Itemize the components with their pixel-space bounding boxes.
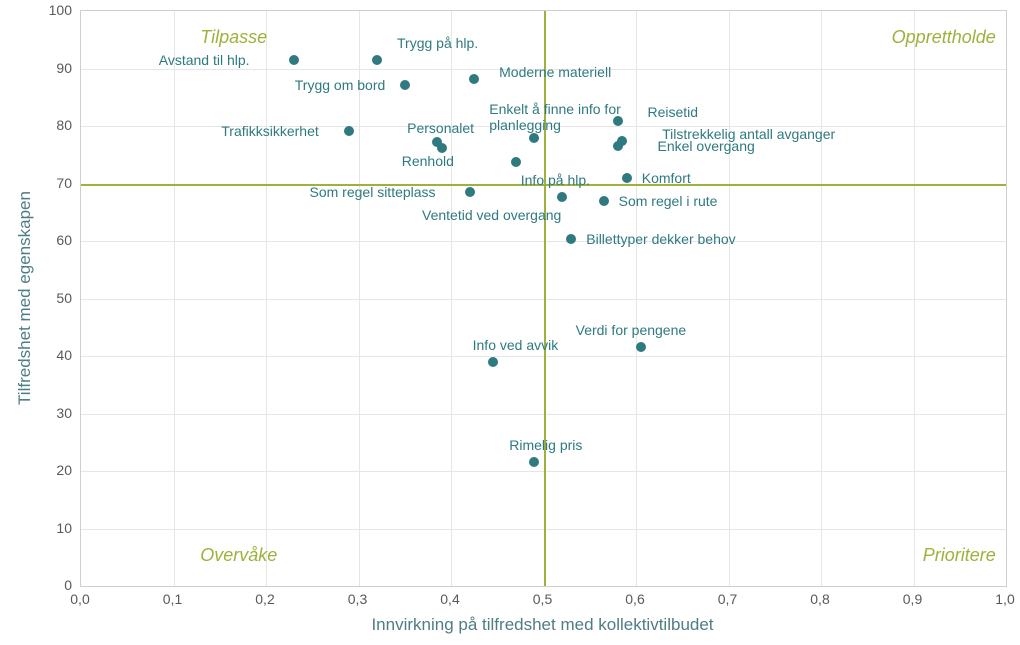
data-point bbox=[437, 143, 447, 153]
data-point bbox=[344, 126, 354, 136]
y-tick-label: 50 bbox=[42, 290, 72, 306]
data-point bbox=[566, 234, 576, 244]
data-point-label: Enkelt å finne info for planlegging bbox=[489, 101, 649, 133]
y-tick-label: 20 bbox=[42, 462, 72, 478]
y-tick-label: 70 bbox=[42, 175, 72, 191]
data-point bbox=[599, 196, 609, 206]
y-tick-label: 10 bbox=[42, 520, 72, 536]
x-tick-label: 0,4 bbox=[440, 591, 459, 607]
data-point-label: Som regel sitteplass bbox=[310, 184, 436, 200]
y-tick-label: 30 bbox=[42, 405, 72, 421]
data-point bbox=[636, 342, 646, 352]
y-axis-title: Tilfredshet med egenskapen bbox=[15, 191, 35, 405]
data-point-label: Komfort bbox=[642, 170, 691, 186]
quadrant-label: Opprettholde bbox=[892, 27, 996, 48]
y-tick-label: 90 bbox=[42, 60, 72, 76]
data-point-label: Avstand til hlp. bbox=[159, 52, 250, 68]
y-tick-label: 40 bbox=[42, 347, 72, 363]
data-point bbox=[372, 55, 382, 65]
data-point-label: Enkel overgang bbox=[658, 138, 755, 154]
data-point-label: Personalet bbox=[407, 120, 474, 136]
y-tick-label: 60 bbox=[42, 232, 72, 248]
data-point bbox=[622, 173, 632, 183]
data-point bbox=[400, 80, 410, 90]
x-tick-label: 0,8 bbox=[810, 591, 829, 607]
chart-stage: Avstand til hlp. Trygg på hlp. Moderne mat… bbox=[0, 0, 1020, 645]
data-point-label: Info ved avvik bbox=[473, 337, 559, 353]
reference-line-vertical bbox=[544, 11, 546, 586]
x-axis-title: Innvirkning på tilfredshet med kollektiv… bbox=[371, 615, 713, 635]
data-point bbox=[469, 74, 479, 84]
data-point bbox=[488, 357, 498, 367]
data-point-label: Billettyper dekker behov bbox=[586, 231, 735, 247]
x-tick-label: 0,1 bbox=[163, 591, 182, 607]
data-point bbox=[465, 187, 475, 197]
data-point-label: Info på hlp. bbox=[521, 172, 590, 188]
quadrant-label: Tilpasse bbox=[200, 27, 267, 48]
y-tick-label: 100 bbox=[42, 2, 72, 18]
data-point-label: Renhold bbox=[402, 153, 454, 169]
y-tick-label: 0 bbox=[42, 577, 72, 593]
data-point-label: Verdi for pengene bbox=[576, 322, 687, 338]
data-point bbox=[289, 55, 299, 65]
x-tick-label: 1,0 bbox=[995, 591, 1014, 607]
quadrant-label: Overvåke bbox=[200, 545, 277, 566]
data-point-label: Reisetid bbox=[648, 104, 699, 120]
data-point bbox=[557, 192, 567, 202]
x-tick-label: 0,7 bbox=[718, 591, 737, 607]
data-point bbox=[529, 457, 539, 467]
data-point-label: Ventetid ved overgang bbox=[422, 207, 561, 223]
data-point bbox=[529, 133, 539, 143]
x-tick-label: 0,9 bbox=[903, 591, 922, 607]
x-tick-label: 0,5 bbox=[533, 591, 552, 607]
data-point-label: Trygg på hlp. bbox=[397, 35, 478, 51]
plot-area: Avstand til hlp. Trygg på hlp. Moderne mat… bbox=[80, 10, 1007, 587]
x-tick-label: 0,3 bbox=[348, 591, 367, 607]
quadrant-label: Prioritere bbox=[923, 545, 996, 566]
x-tick-label: 0,0 bbox=[70, 591, 89, 607]
data-point-label: Som regel i rute bbox=[619, 193, 718, 209]
x-tick-label: 0,6 bbox=[625, 591, 644, 607]
x-tick-label: 0,2 bbox=[255, 591, 274, 607]
data-point bbox=[613, 141, 623, 151]
data-point-label: Trygg om bord bbox=[295, 77, 386, 93]
y-tick-label: 80 bbox=[42, 117, 72, 133]
data-point-label: Rimelig pris bbox=[509, 437, 582, 453]
data-point-label: Trafikksikkerhet bbox=[221, 123, 319, 139]
data-point bbox=[511, 157, 521, 167]
data-point-label: Moderne materiell bbox=[499, 64, 611, 80]
